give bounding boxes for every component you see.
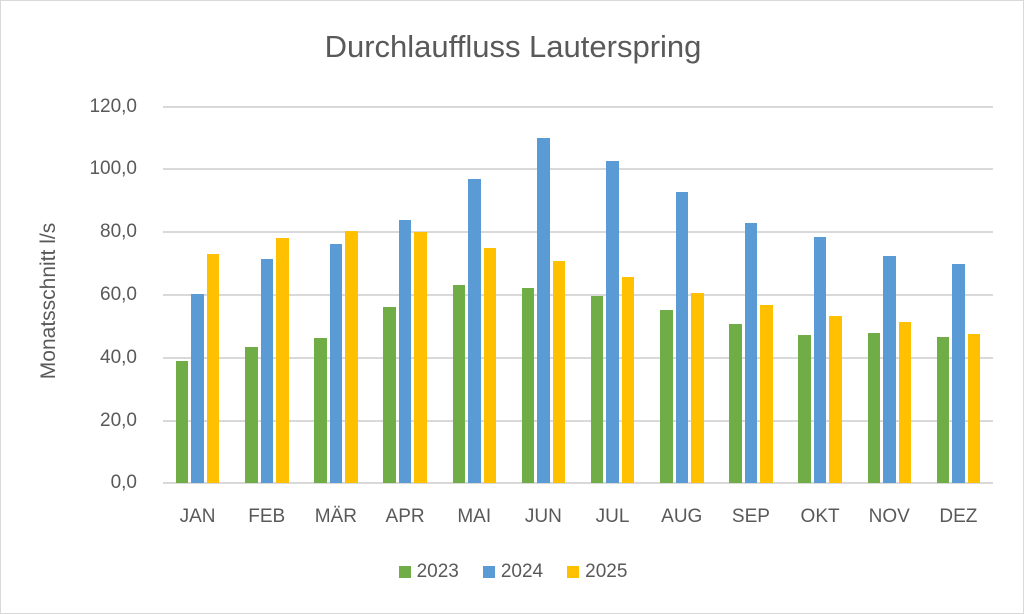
bar-2025-mär <box>345 230 358 484</box>
bar-2024-mär <box>329 244 343 484</box>
x-tick-label: FEB <box>248 506 286 527</box>
x-tick-label: MÄR <box>314 506 358 527</box>
y-tick-label: 80,0 <box>100 221 137 243</box>
bar-2025-nov <box>898 321 911 484</box>
gridline <box>163 419 993 422</box>
chart-title: Durchlauffluss Lauterspring <box>324 29 702 64</box>
bar-2023-jan <box>175 360 189 484</box>
gridline <box>163 482 993 485</box>
bar-2024-jan <box>191 293 204 484</box>
y-tick-label: 60,0 <box>100 284 137 305</box>
x-tick-label: SEP <box>731 506 770 527</box>
legend-item-2025: 2025 <box>567 561 627 583</box>
bar-2024-mai <box>468 178 481 484</box>
x-tick-label: JUL <box>595 506 630 527</box>
bar-2024-jun <box>537 138 550 484</box>
bar-2023-jun <box>521 288 535 484</box>
bar-2025-apr <box>414 231 427 484</box>
gridline <box>163 294 993 296</box>
x-tick-label: JUN <box>524 506 562 527</box>
gridline <box>163 168 993 171</box>
bar-2024-dez <box>952 263 965 484</box>
legend-swatch-icon <box>482 566 495 578</box>
bar-2024-apr <box>398 219 412 484</box>
x-tick-label: OKT <box>800 506 840 527</box>
x-tick-label: AUG <box>661 506 703 527</box>
bar-2023-jul <box>590 295 604 484</box>
legend-item-2024: 2024 <box>482 561 544 583</box>
bar-2025-mai <box>483 247 496 484</box>
bar-2025-jan <box>206 253 220 484</box>
legend: 2023 2024 2025 <box>1 561 1024 583</box>
legend-swatch-icon <box>567 566 580 578</box>
x-tick-label: DEZ <box>939 506 978 527</box>
gridline <box>163 356 993 359</box>
x-tick-label: APR <box>385 506 425 527</box>
bar-2024-sep <box>744 223 758 484</box>
bar-2023-apr <box>383 306 396 484</box>
gridline <box>163 231 993 234</box>
x-tick-label: JAN <box>179 506 216 527</box>
legend-label: 2025 <box>585 561 628 582</box>
bar-2025-jun <box>552 260 566 484</box>
legend-label: 2023 <box>416 561 459 582</box>
bar-2023-aug <box>660 310 673 484</box>
bar-2024-okt <box>813 236 827 484</box>
y-tick-label: 100,0 <box>89 158 137 180</box>
bar-2023-sep <box>729 324 742 484</box>
bar-2025-jul <box>621 277 635 484</box>
x-tick-label: MAI <box>457 506 492 527</box>
bar-2025-feb <box>276 237 289 484</box>
bar-2025-sep <box>760 305 773 484</box>
bar-2024-nov <box>883 256 896 484</box>
bar-2025-okt <box>829 315 842 484</box>
x-tick-label: NOV <box>868 506 910 527</box>
bar-2023-mai <box>452 285 465 484</box>
bar-2023-feb <box>245 346 258 484</box>
bar-2025-dez <box>967 333 981 484</box>
bar-2025-aug <box>691 293 704 484</box>
bar-2023-mär <box>314 337 327 484</box>
legend-swatch-icon <box>398 566 411 578</box>
gridline <box>163 105 993 108</box>
bar-2023-dez <box>936 337 950 484</box>
legend-item-2023: 2023 <box>398 561 459 583</box>
bar-2023-nov <box>867 332 880 484</box>
bar-2023-okt <box>798 334 811 484</box>
y-tick-label: 0,0 <box>110 472 137 494</box>
y-tick-label: 40,0 <box>100 346 137 368</box>
legend-label: 2024 <box>500 561 544 582</box>
bar-2024-feb <box>260 258 273 484</box>
bar-2024-jul <box>606 161 619 484</box>
y-tick-label: 20,0 <box>100 409 137 431</box>
bar-2024-aug <box>675 192 688 484</box>
y-tick-label: 120,0 <box>89 95 137 117</box>
